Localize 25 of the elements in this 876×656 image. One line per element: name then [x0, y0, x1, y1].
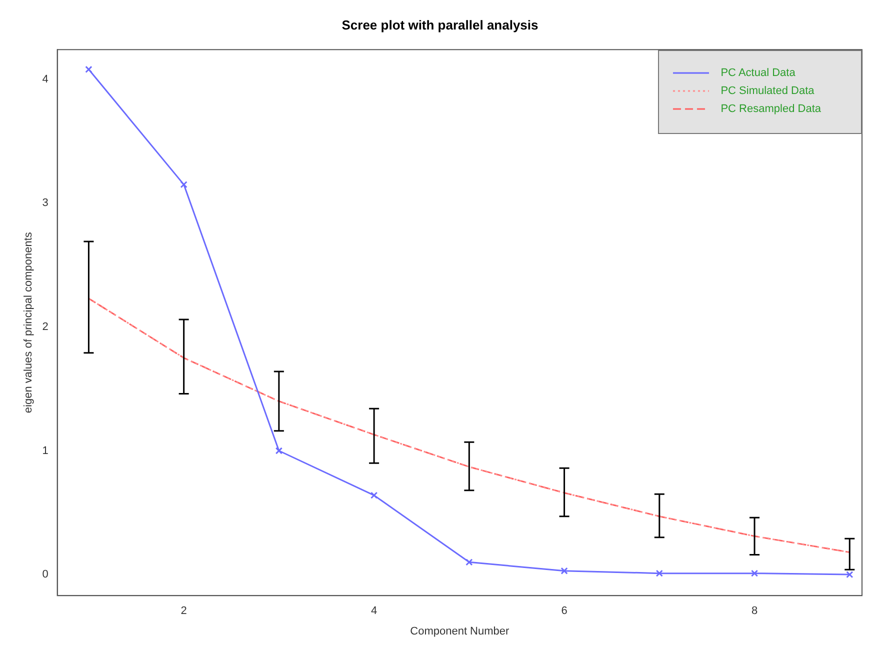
chart-title: Scree plot with parallel analysis	[342, 17, 538, 32]
point	[846, 570, 854, 578]
point	[180, 180, 188, 188]
legend-label: PC Simulated Data	[720, 84, 814, 97]
line-series	[88, 298, 850, 554]
x-tick-label: 6	[561, 605, 568, 618]
y-tick-label: 3	[42, 197, 48, 210]
x-tick-label: 4	[370, 605, 378, 618]
point	[370, 492, 378, 499]
point	[85, 66, 92, 73]
y-tick-label: 0	[42, 568, 48, 581]
point	[275, 447, 283, 454]
x-axis-title: Component Number	[410, 625, 510, 638]
legend-label: PC Actual Data	[720, 66, 796, 79]
point	[560, 567, 568, 574]
y-tick-label: 4	[42, 73, 48, 86]
point	[750, 570, 758, 577]
y-tick-label: 2	[42, 320, 48, 333]
point	[656, 570, 663, 577]
point	[466, 558, 473, 566]
x-tick-label: 8	[751, 605, 758, 618]
y-tick-label: 1	[42, 444, 48, 457]
x-tick-label: 2	[180, 605, 187, 618]
y-axis-title: eigen values of principal components	[22, 232, 35, 414]
legend-label: PC Resampled Data	[720, 102, 821, 115]
